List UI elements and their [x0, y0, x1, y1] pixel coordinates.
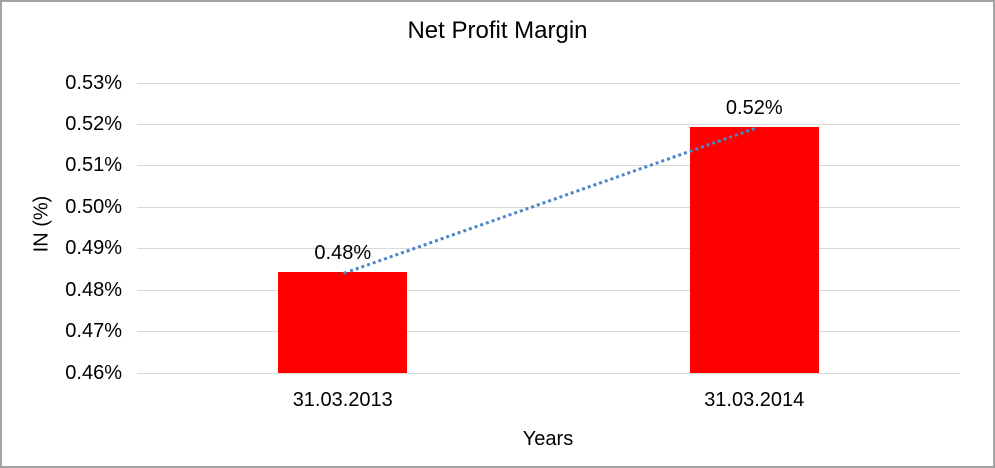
y-tick-label: 0.48%	[65, 278, 122, 301]
gridline	[137, 248, 960, 250]
y-tick-label: 0.49%	[65, 237, 122, 260]
gridline	[137, 331, 960, 333]
x-axis-title: Years	[522, 428, 574, 450]
y-tick-label: 0.53%	[65, 71, 122, 94]
x-tick-label: 31.03.2014	[704, 389, 805, 411]
gridline	[137, 372, 960, 374]
gridline	[137, 206, 960, 208]
y-tick-label: 0.52%	[65, 112, 122, 135]
bar	[689, 127, 819, 373]
chart-title: Net Profit Margin	[407, 17, 588, 44]
y-tick-label: 0.50%	[65, 195, 122, 218]
gridline	[137, 289, 960, 291]
gridline	[137, 82, 960, 84]
gridline	[137, 123, 960, 125]
bar-data-label: 0.48%	[314, 242, 372, 265]
gridline	[137, 165, 960, 167]
y-tick-label: 0.47%	[65, 320, 122, 343]
bar	[278, 272, 408, 373]
y-tick-label: 0.46%	[65, 361, 122, 384]
y-tick-label: 0.51%	[65, 154, 122, 177]
x-tick-label: 31.03.2013	[292, 389, 393, 411]
bar-data-label: 0.52%	[725, 97, 783, 120]
